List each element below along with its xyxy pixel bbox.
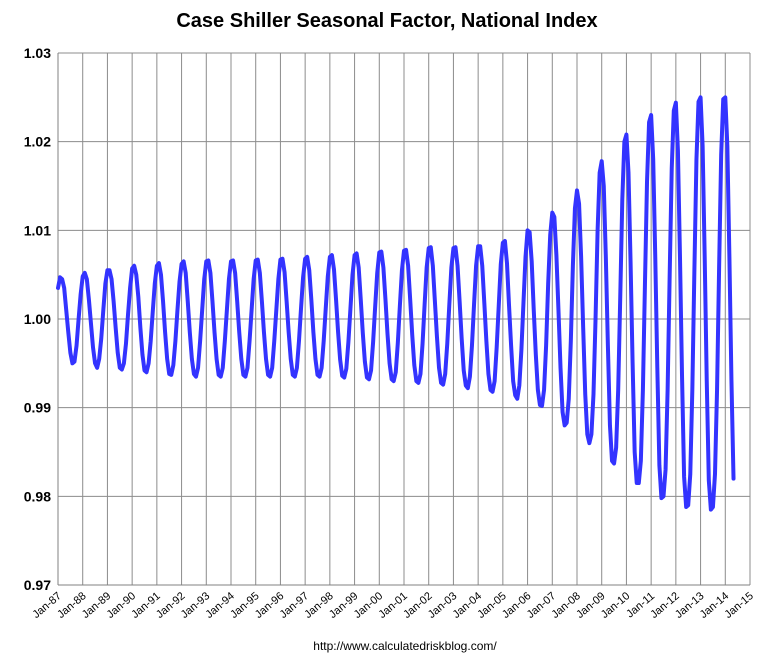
x-axis: Jan-87Jan-88Jan-89Jan-90Jan-91Jan-92Jan-… <box>30 590 755 621</box>
grid <box>57 52 751 586</box>
y-tick-label: 0.99 <box>24 400 51 416</box>
y-tick-label: 0.98 <box>24 488 51 504</box>
series-line <box>56 95 736 512</box>
y-tick-label: 1.03 <box>24 45 51 61</box>
source-label: http://www.calculatedriskblog.com/ <box>313 639 497 653</box>
y-axis: 0.97 0.98 0.99 1.00 1.01 1.02 1.03 <box>24 45 51 593</box>
x-tick-label: Jan-15 <box>722 590 755 621</box>
y-tick-label: 1.00 <box>24 311 51 327</box>
y-tick-label: 1.02 <box>24 134 51 150</box>
chart-title: Case Shiller Seasonal Factor, National I… <box>176 10 597 32</box>
y-tick-label: 0.97 <box>24 577 51 593</box>
y-tick-label: 1.01 <box>24 222 51 238</box>
